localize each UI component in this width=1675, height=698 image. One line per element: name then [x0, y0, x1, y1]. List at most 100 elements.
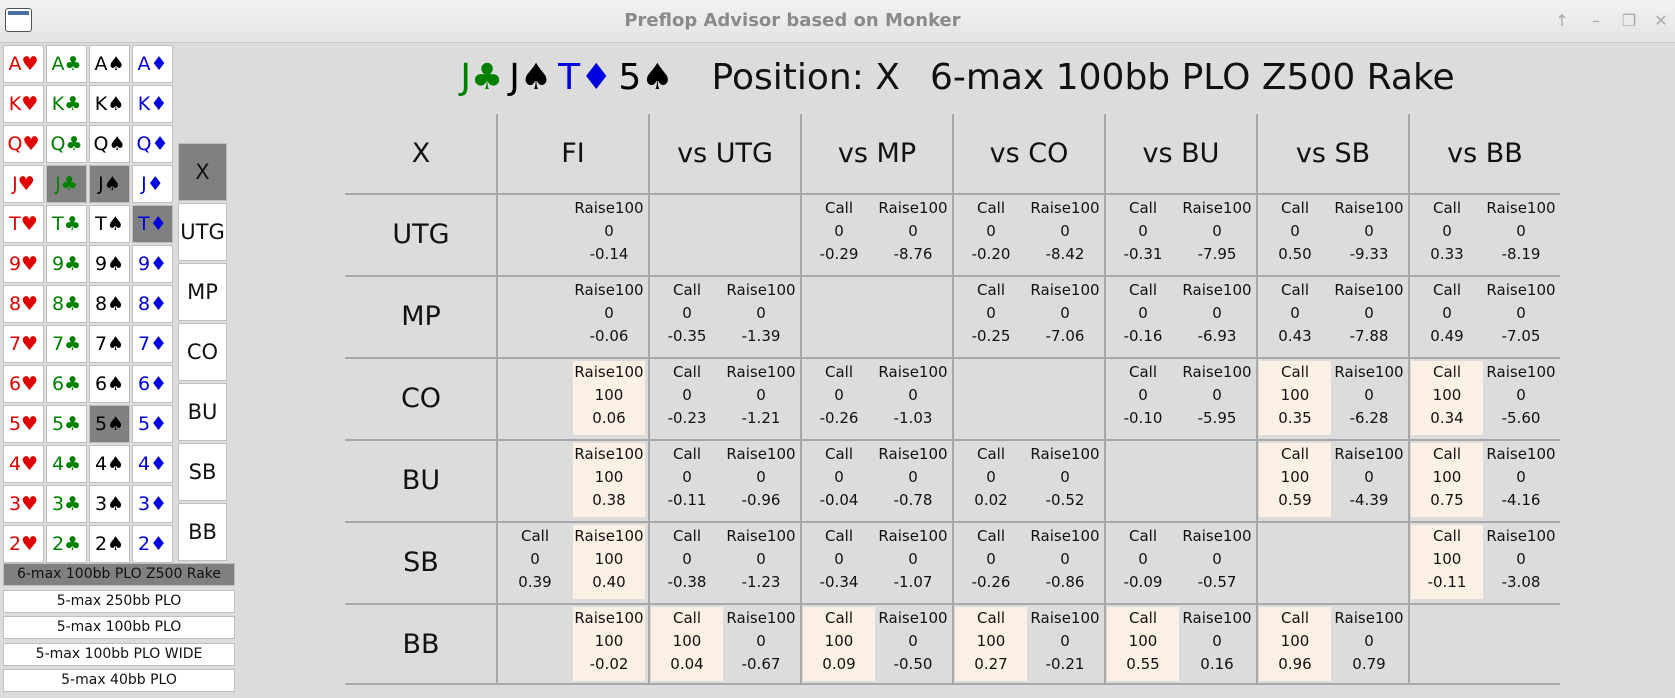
card-button[interactable]: J♦ [132, 165, 173, 203]
position-button[interactable]: BB [178, 503, 227, 561]
card-button[interactable]: A♣ [46, 45, 87, 83]
action-option[interactable]: Call 0 -0.35 [651, 279, 723, 353]
card-button[interactable]: T♦ [132, 205, 173, 243]
card-button[interactable]: Q♦ [132, 125, 173, 163]
action-option[interactable]: Raise100 0 -8.42 [1029, 197, 1101, 271]
action-option[interactable]: Call 0 -0.38 [651, 525, 723, 599]
position-button[interactable]: MP [178, 263, 227, 321]
action-option[interactable]: Call 0 -0.11 [651, 443, 723, 517]
position-button[interactable]: CO [178, 323, 227, 381]
card-button[interactable]: 2♠ [89, 525, 130, 563]
position-button[interactable]: UTG [178, 203, 227, 261]
action-option[interactable]: Call 0 0.02 [955, 443, 1027, 517]
action-option[interactable]: Raise100 0 -7.05 [1485, 279, 1557, 353]
action-option[interactable]: Raise100 0 -0.06 [573, 279, 645, 353]
card-button[interactable]: 3♦ [132, 485, 173, 523]
action-option[interactable]: Raise100 0 -6.28 [1333, 361, 1405, 435]
card-button[interactable]: 6♣ [46, 365, 87, 403]
action-option[interactable]: Call 0 -0.29 [803, 197, 875, 271]
action-option[interactable]: Call 100 0.55 [1107, 607, 1179, 681]
card-button[interactable]: 7♠ [89, 325, 130, 363]
action-option[interactable]: Raise100 0 -9.33 [1333, 197, 1405, 271]
card-button[interactable]: T♠ [89, 205, 130, 243]
card-button[interactable]: 8♥ [3, 285, 44, 323]
card-button[interactable]: A♥ [3, 45, 44, 83]
position-button[interactable]: SB [178, 443, 227, 501]
game-option-button[interactable]: 5-max 100bb PLO [3, 616, 235, 639]
card-button[interactable]: 9♣ [46, 245, 87, 283]
action-option[interactable]: Raise100 0 -5.60 [1485, 361, 1557, 435]
card-button[interactable]: A♠ [89, 45, 130, 83]
action-option[interactable]: Call 100 -0.11 [1411, 525, 1483, 599]
card-button[interactable]: 5♥ [3, 405, 44, 443]
action-option[interactable]: Call 0 -0.25 [955, 279, 1027, 353]
maximize-icon[interactable]: ❐ [1621, 11, 1637, 30]
card-button[interactable]: Q♠ [89, 125, 130, 163]
card-button[interactable]: 3♥ [3, 485, 44, 523]
card-button[interactable]: 2♣ [46, 525, 87, 563]
action-option[interactable]: Raise100 0 -7.88 [1333, 279, 1405, 353]
action-option[interactable]: Call 0 -0.26 [955, 525, 1027, 599]
card-button[interactable]: 5♠ [89, 405, 130, 443]
app-window-icon[interactable] [5, 8, 32, 32]
action-option[interactable]: Raise100 0 -4.39 [1333, 443, 1405, 517]
game-option-button[interactable]: 6-max 100bb PLO Z500 Rake [3, 563, 235, 586]
card-button[interactable]: 5♣ [46, 405, 87, 443]
action-option[interactable]: Call 100 0.59 [1259, 443, 1331, 517]
action-option[interactable]: Raise100 0 -1.23 [725, 525, 797, 599]
action-option[interactable]: Call 0 0.33 [1411, 197, 1483, 271]
keep-above-icon[interactable]: ↑ [1555, 11, 1569, 30]
action-option[interactable]: Call 0 0.49 [1411, 279, 1483, 353]
action-option[interactable]: Raise100 0 0.79 [1333, 607, 1405, 681]
card-button[interactable]: 2♦ [132, 525, 173, 563]
action-option[interactable]: Raise100 0 -0.21 [1029, 607, 1101, 681]
action-option[interactable]: Raise100 0 -3.08 [1485, 525, 1557, 599]
action-option[interactable]: Raise100 0 -0.50 [877, 607, 949, 681]
card-button[interactable]: 8♣ [46, 285, 87, 323]
position-button[interactable]: BU [178, 383, 227, 441]
action-option[interactable]: Raise100 0 -5.95 [1181, 361, 1253, 435]
action-option[interactable]: Raise100 0 -0.14 [573, 197, 645, 271]
action-option[interactable]: Call 0 -0.23 [651, 361, 723, 435]
action-option[interactable]: Call 0 -0.31 [1107, 197, 1179, 271]
card-button[interactable]: Q♥ [3, 125, 44, 163]
action-option[interactable]: Raise100 0 -0.67 [725, 607, 797, 681]
card-button[interactable]: 6♦ [132, 365, 173, 403]
card-button[interactable]: 2♥ [3, 525, 44, 563]
position-button[interactable]: X [178, 143, 227, 201]
action-option[interactable]: Call 0 -0.16 [1107, 279, 1179, 353]
action-option[interactable]: Call 100 0.96 [1259, 607, 1331, 681]
card-button[interactable]: 9♦ [132, 245, 173, 283]
game-option-button[interactable]: 5-max 250bb PLO [3, 589, 235, 613]
action-option[interactable]: Call 100 0.75 [1411, 443, 1483, 517]
card-button[interactable]: Q♣ [46, 125, 87, 163]
action-option[interactable]: Call 0 -0.26 [803, 361, 875, 435]
action-option[interactable]: Call 0 -0.09 [1107, 525, 1179, 599]
action-option[interactable]: Raise100 0 -7.06 [1029, 279, 1101, 353]
card-button[interactable]: 8♠ [89, 285, 130, 323]
minimize-icon[interactable]: – [1592, 11, 1600, 30]
card-button[interactable]: T♥ [3, 205, 44, 243]
action-option[interactable]: Call 100 0.27 [955, 607, 1027, 681]
action-option[interactable]: Raise100 0 0.16 [1181, 607, 1253, 681]
action-option[interactable]: Raise100 0 -1.03 [877, 361, 949, 435]
card-button[interactable]: K♦ [132, 85, 173, 123]
card-button[interactable]: 9♥ [3, 245, 44, 283]
action-option[interactable]: Raise100 0 -8.19 [1485, 197, 1557, 271]
action-option[interactable]: Raise100 0 -8.76 [877, 197, 949, 271]
action-option[interactable]: Raise100 0 -7.95 [1181, 197, 1253, 271]
card-button[interactable]: K♣ [46, 85, 87, 123]
action-option[interactable]: Call 0 0.39 [499, 525, 571, 599]
action-option[interactable]: Raise100 0 -1.07 [877, 525, 949, 599]
card-button[interactable]: J♥ [3, 165, 44, 203]
action-option[interactable]: Call 0 -0.04 [803, 443, 875, 517]
card-button[interactable]: J♣ [46, 165, 87, 203]
card-button[interactable]: 7♥ [3, 325, 44, 363]
action-option[interactable]: Call 0 0.43 [1259, 279, 1331, 353]
action-option[interactable]: Raise100 0 -0.57 [1181, 525, 1253, 599]
action-option[interactable]: Raise100 0 -0.52 [1029, 443, 1101, 517]
card-button[interactable]: 8♦ [132, 285, 173, 323]
card-button[interactable]: 4♦ [132, 445, 173, 483]
action-option[interactable]: Call 0 -0.34 [803, 525, 875, 599]
action-option[interactable]: Call 100 0.35 [1259, 361, 1331, 435]
